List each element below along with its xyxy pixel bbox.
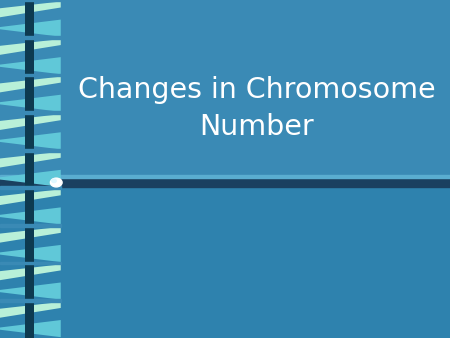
- Text: Changes in Chromosome
Number: Changes in Chromosome Number: [78, 76, 435, 141]
- Bar: [0, 175, 450, 178]
- Polygon shape: [0, 152, 61, 168]
- Bar: [0, 224, 61, 227]
- Polygon shape: [0, 77, 61, 92]
- Polygon shape: [25, 263, 34, 300]
- Polygon shape: [0, 320, 61, 337]
- Bar: [0, 184, 450, 338]
- Polygon shape: [0, 264, 61, 280]
- Bar: [0, 111, 61, 114]
- Polygon shape: [25, 75, 34, 113]
- Polygon shape: [0, 95, 61, 112]
- Polygon shape: [0, 227, 61, 243]
- Polygon shape: [25, 0, 34, 38]
- Polygon shape: [0, 39, 61, 55]
- Bar: [0, 149, 61, 151]
- Bar: [0, 262, 61, 264]
- Circle shape: [50, 178, 62, 187]
- Polygon shape: [25, 188, 34, 225]
- Polygon shape: [0, 283, 61, 299]
- Bar: [0, 74, 61, 76]
- Polygon shape: [0, 20, 61, 37]
- Polygon shape: [25, 113, 34, 150]
- Polygon shape: [0, 302, 61, 318]
- Circle shape: [52, 179, 56, 183]
- Bar: [0, 299, 61, 302]
- Polygon shape: [0, 170, 61, 187]
- Polygon shape: [0, 57, 61, 74]
- Bar: [0, 0, 61, 1]
- Polygon shape: [25, 300, 34, 338]
- Polygon shape: [0, 1, 61, 17]
- Polygon shape: [0, 208, 61, 224]
- Bar: [0, 36, 61, 39]
- Polygon shape: [25, 38, 34, 75]
- Bar: [0, 179, 450, 187]
- Polygon shape: [25, 225, 34, 263]
- Polygon shape: [0, 189, 61, 205]
- Polygon shape: [25, 150, 34, 188]
- Bar: [0, 187, 61, 189]
- Polygon shape: [0, 114, 61, 130]
- Polygon shape: [0, 132, 61, 149]
- Polygon shape: [0, 245, 61, 262]
